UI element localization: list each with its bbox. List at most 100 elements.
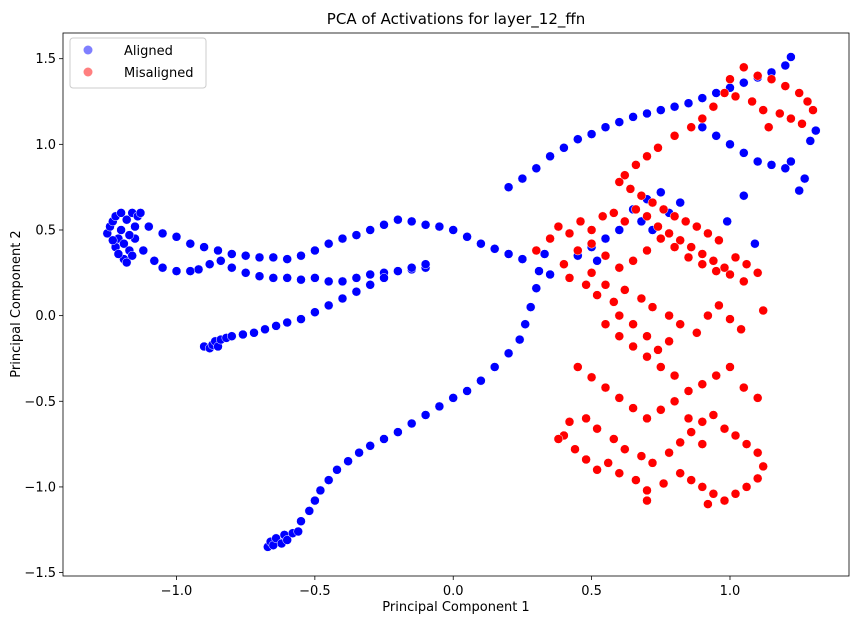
- data-point: [730, 91, 741, 102]
- data-point: [127, 250, 137, 261]
- data-point: [379, 220, 389, 230]
- data-point: [534, 266, 544, 276]
- data-point: [351, 273, 362, 283]
- data-point: [573, 362, 583, 372]
- data-point: [600, 122, 611, 132]
- series-aligned: [102, 52, 821, 552]
- data-point: [708, 489, 719, 499]
- data-point: [310, 495, 320, 506]
- data-point: [653, 345, 663, 355]
- data-point: [739, 190, 749, 201]
- data-point: [296, 516, 306, 526]
- data-point: [304, 506, 315, 516]
- data-point: [811, 125, 821, 136]
- data-point: [293, 526, 303, 537]
- data-point: [282, 273, 292, 283]
- legend-marker-aligned: [83, 45, 93, 55]
- data-point: [766, 160, 777, 170]
- data-point: [741, 482, 752, 492]
- data-point: [592, 256, 602, 266]
- data-point: [393, 266, 403, 276]
- data-point: [758, 461, 768, 472]
- data-point: [669, 211, 680, 222]
- data-point: [260, 324, 270, 335]
- data-point: [600, 250, 611, 261]
- data-point: [683, 98, 694, 108]
- data-point: [636, 451, 647, 461]
- data-point: [531, 245, 542, 256]
- data-point: [581, 454, 591, 465]
- data-point: [653, 221, 663, 232]
- legend-label-aligned: Aligned: [124, 44, 173, 59]
- data-point: [365, 225, 375, 235]
- y-tick-label: 1.0: [35, 138, 56, 153]
- data-point: [708, 101, 719, 112]
- data-point: [794, 185, 804, 196]
- data-point: [697, 379, 708, 389]
- data-point: [573, 134, 583, 144]
- data-point: [780, 60, 791, 71]
- data-point: [656, 187, 666, 198]
- legend-box: [69, 37, 207, 89]
- data-point: [614, 468, 625, 478]
- x-tick-label: −1.0: [161, 584, 193, 599]
- data-point: [406, 418, 417, 429]
- data-point: [199, 242, 209, 252]
- data-point: [620, 444, 630, 454]
- data-point: [406, 216, 417, 227]
- data-point: [697, 113, 708, 124]
- data-point: [719, 423, 730, 434]
- data-point: [254, 252, 265, 263]
- data-point: [204, 259, 215, 269]
- data-point: [586, 268, 597, 278]
- data-point: [683, 386, 694, 396]
- data-point: [730, 430, 741, 441]
- data-point: [592, 290, 602, 300]
- data-point: [323, 475, 334, 485]
- data-point: [686, 427, 696, 437]
- data-point: [708, 256, 719, 266]
- x-tick-label: −0.5: [299, 584, 331, 599]
- data-point: [434, 221, 445, 232]
- data-point: [653, 143, 663, 153]
- data-point: [268, 252, 279, 263]
- data-point: [780, 81, 791, 91]
- data-point: [697, 482, 708, 492]
- data-point: [703, 499, 713, 509]
- data-point: [708, 410, 719, 420]
- data-point: [249, 328, 259, 338]
- data-point: [337, 276, 348, 287]
- data-point: [664, 447, 674, 458]
- data-point: [631, 475, 641, 485]
- data-point: [658, 478, 669, 489]
- data-point: [669, 242, 680, 252]
- data-point: [642, 108, 652, 119]
- data-point: [310, 307, 320, 317]
- data-point: [714, 235, 724, 246]
- x-axis-ticks: −1.0 −0.5 0.0 0.5 1.0: [161, 576, 740, 599]
- data-point: [144, 221, 154, 232]
- data-point: [603, 458, 613, 468]
- data-point: [631, 160, 641, 170]
- data-point: [697, 439, 708, 449]
- data-point: [332, 465, 342, 475]
- data-point: [323, 276, 334, 287]
- data-point: [108, 235, 118, 246]
- data-point: [628, 341, 638, 352]
- data-point: [489, 244, 500, 254]
- data-point: [365, 280, 375, 290]
- data-point: [625, 184, 636, 194]
- data-point: [719, 495, 730, 506]
- data-point: [539, 249, 550, 259]
- data-point: [171, 266, 182, 276]
- data-point: [121, 257, 132, 268]
- data-point: [802, 96, 813, 107]
- data-point: [227, 262, 237, 273]
- data-point: [758, 305, 768, 316]
- data-point: [683, 252, 694, 263]
- data-point: [600, 233, 611, 244]
- data-point: [614, 310, 625, 321]
- data-point: [240, 250, 251, 261]
- data-point: [185, 238, 196, 249]
